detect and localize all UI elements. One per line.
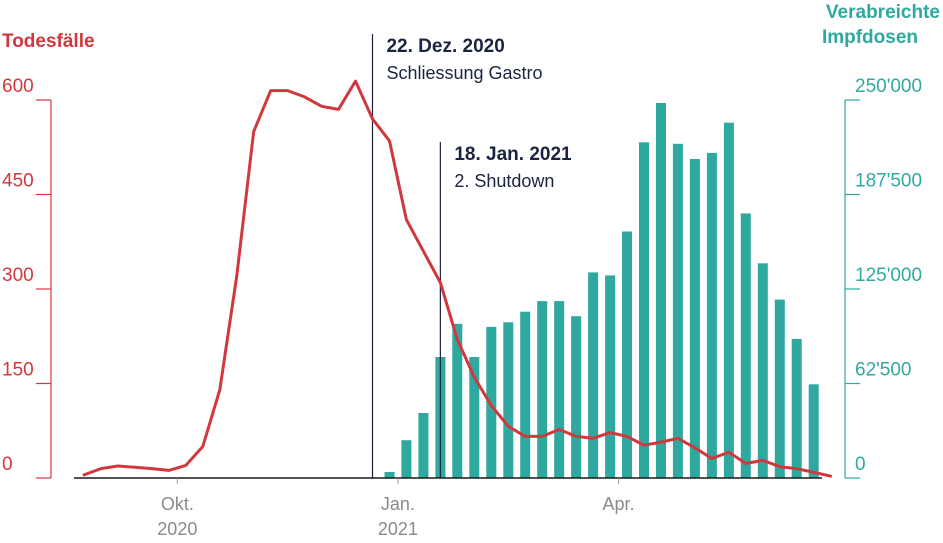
dose-bar bbox=[554, 301, 565, 478]
annotation-lines bbox=[371, 34, 441, 478]
dose-bar bbox=[723, 122, 734, 478]
deaths-line bbox=[82, 79, 833, 478]
dose-bar bbox=[808, 384, 819, 478]
right-tick-label: 62'500 bbox=[855, 360, 911, 381]
dose-bar bbox=[791, 338, 802, 478]
right-tick-label: 250'000 bbox=[855, 76, 922, 97]
right-axis-title: Impfdosen bbox=[822, 27, 918, 48]
annotation-title: 22. Dez. 2020 bbox=[386, 36, 504, 57]
dose-bar bbox=[622, 231, 632, 478]
x-tick-label: Okt. bbox=[161, 494, 194, 514]
dose-bar bbox=[452, 323, 463, 478]
left-axis-title: Todesfälle bbox=[2, 31, 95, 52]
annotation-text: Schliessung Gastro bbox=[386, 63, 542, 83]
right-axis-title: Verabreichte bbox=[826, 2, 940, 23]
dose-bar bbox=[571, 316, 582, 478]
left-tick-label: 0 bbox=[2, 454, 13, 475]
right-tick-label: 187'500 bbox=[855, 171, 922, 192]
left-tick-label: 150 bbox=[2, 360, 34, 381]
dose-bar bbox=[418, 413, 429, 478]
axes bbox=[36, 99, 860, 484]
dose-bar bbox=[605, 275, 616, 478]
annotation-title: 18. Jan. 2021 bbox=[454, 144, 572, 165]
x-tick-label: Jan. bbox=[381, 494, 415, 514]
left-tick-label: 600 bbox=[2, 76, 34, 97]
dose-bar bbox=[537, 301, 548, 478]
dose-bar bbox=[689, 159, 700, 478]
dose-bar bbox=[740, 213, 751, 478]
dose-bar bbox=[503, 322, 514, 478]
deaths-line-series bbox=[82, 79, 833, 478]
x-tick-label: Apr. bbox=[603, 494, 635, 514]
left-tick-label: 300 bbox=[2, 265, 34, 286]
dose-bar bbox=[486, 326, 497, 478]
x-tick-label: 2020 bbox=[157, 519, 197, 539]
dose-bar bbox=[639, 142, 649, 479]
dose-bar bbox=[656, 103, 666, 478]
left-tick-label: 450 bbox=[2, 171, 34, 192]
bar-series bbox=[384, 103, 819, 479]
dose-bar bbox=[706, 152, 717, 478]
right-tick-label: 0 bbox=[855, 454, 866, 475]
dose-bar bbox=[672, 143, 683, 479]
dose-bar bbox=[588, 272, 599, 478]
right-tick-label: 125'000 bbox=[855, 265, 922, 286]
dose-bar bbox=[469, 357, 480, 478]
annotation-text: 2. Shutdown bbox=[454, 171, 554, 191]
dose-bar bbox=[384, 472, 395, 478]
dose-bar bbox=[774, 299, 785, 478]
dose-bar bbox=[757, 263, 768, 478]
dose-bar bbox=[520, 311, 531, 478]
x-tick-label: 2021 bbox=[378, 519, 418, 539]
dose-bar bbox=[401, 440, 412, 478]
